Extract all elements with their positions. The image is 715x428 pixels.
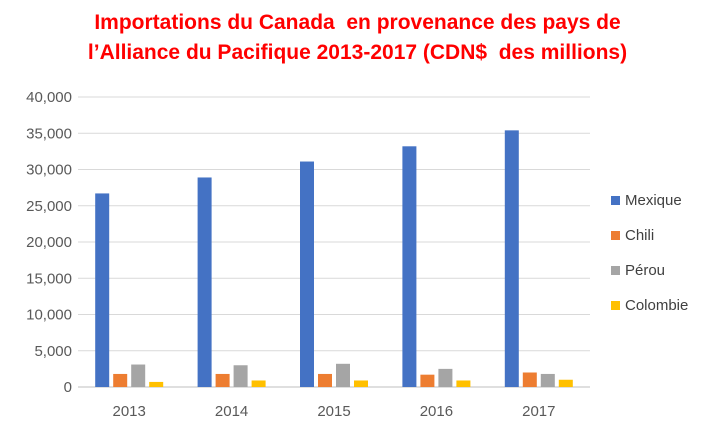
x-tick-label: 2013 — [113, 403, 146, 420]
bar-colombie-2017 — [558, 379, 573, 387]
y-tick-label: 15,000 — [26, 270, 72, 287]
bar-mexique-2017 — [504, 130, 519, 387]
y-tick-label: 5,000 — [34, 343, 72, 360]
y-tick-label: 25,000 — [26, 198, 72, 215]
chart-title-line-2: l’Alliance du Pacifique 2013-2017 (CDN$ … — [87, 41, 628, 64]
legend-label-prou: Pérou — [625, 262, 665, 279]
bar-mexique-2014 — [197, 177, 212, 387]
bar-chili-2013 — [113, 373, 128, 387]
legend-swatch-colombie — [611, 301, 620, 310]
x-tick-label: 2017 — [522, 403, 555, 420]
bar-mexique-2015 — [300, 161, 314, 387]
legend-label-colombie: Colombie — [625, 297, 688, 314]
legend-swatch-chili — [611, 231, 620, 240]
legend-label-chili: Chili — [625, 227, 654, 244]
y-tick-label: 30,000 — [26, 162, 72, 179]
bar-chili-2017 — [522, 372, 537, 387]
legend-swatch-mexique — [611, 196, 620, 205]
legend-label-mexique: Mexique — [625, 192, 682, 209]
bar-prou-2017 — [540, 373, 555, 387]
y-tick-label: 35,000 — [26, 125, 72, 142]
bar-colombie-2014 — [251, 380, 266, 387]
bar-mexique-2016 — [402, 146, 417, 387]
bar-colombie-2016 — [456, 380, 471, 387]
bar-colombie-2013 — [149, 381, 164, 387]
chart-title-line-1: Importations du Canada en provenance des… — [94, 11, 621, 34]
bar-prou-2015 — [336, 363, 350, 387]
x-tick-label: 2015 — [317, 403, 350, 420]
y-tick-label: 10,000 — [26, 307, 72, 324]
bar-prou-2013 — [131, 364, 146, 387]
y-tick-label: 20,000 — [26, 234, 72, 251]
y-tick-label: 0 — [64, 379, 72, 396]
bar-prou-2014 — [233, 365, 248, 387]
x-tick-label: 2014 — [215, 403, 248, 420]
bar-chili-2015 — [318, 373, 332, 387]
bar-chili-2016 — [420, 374, 435, 387]
x-tick-label: 2016 — [420, 403, 453, 420]
y-tick-label: 40,000 — [26, 89, 72, 106]
bar-chili-2014 — [215, 373, 230, 387]
bar-prou-2016 — [438, 368, 453, 387]
bar-colombie-2015 — [354, 380, 368, 387]
legend-swatch-prou — [611, 266, 620, 275]
bar-mexique-2013 — [95, 193, 110, 387]
